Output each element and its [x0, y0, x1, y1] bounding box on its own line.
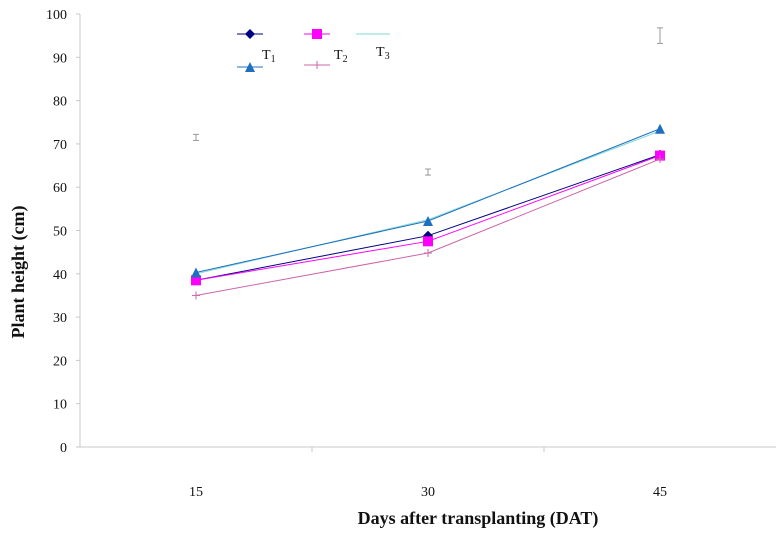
y-tick-label: 30: [53, 311, 67, 326]
legend-entry-4: [237, 62, 263, 72]
data-point-s5-2: [424, 249, 432, 258]
x-axis-title: Days after transplanting (DAT): [358, 508, 599, 529]
y-tick-label: 10: [53, 398, 67, 413]
y-tick-label: 0: [60, 441, 67, 456]
y-tick-label: 60: [53, 181, 67, 196]
x-tick-label: 45: [653, 485, 667, 500]
y-tick-label: 100: [46, 8, 67, 23]
x-tick-label: 30: [421, 485, 435, 500]
x-tick-label: 15: [189, 485, 203, 500]
legend-marker: [245, 62, 255, 72]
y-tick-label: 40: [53, 268, 67, 283]
legend-label: T1: [262, 48, 276, 65]
legend-label: T3: [376, 45, 390, 62]
data-point-s4-1: [191, 267, 201, 278]
legend-entry-3: T3: [356, 33, 390, 62]
data-point-s4-3: [655, 123, 665, 134]
error-bar-3: [657, 27, 663, 44]
legend-entry-2: T2: [304, 29, 348, 65]
legend-marker: [245, 29, 255, 39]
legend-entry-1: T1: [237, 29, 276, 65]
error-bar-2: [425, 168, 431, 176]
legend-marker: [313, 61, 321, 69]
y-tick-label: 90: [53, 51, 67, 66]
y-tick-label: 20: [53, 354, 67, 369]
data-point-s5-3: [656, 155, 664, 164]
error-bar-1: [193, 133, 199, 141]
y-tick-label: 70: [53, 138, 67, 153]
legend-marker: [312, 29, 322, 39]
y-axis-title: Plant height (cm): [8, 206, 29, 339]
y-tick-label: 80: [53, 95, 67, 110]
data-point-s5-1: [192, 291, 200, 300]
y-tick-label: 50: [53, 225, 67, 240]
data-point-s2-1: [191, 275, 201, 286]
data-point-s2-2: [423, 236, 433, 247]
legend-entry-5: [304, 61, 330, 69]
legend-label: T2: [334, 48, 348, 65]
data-point-s4-2: [423, 215, 433, 226]
